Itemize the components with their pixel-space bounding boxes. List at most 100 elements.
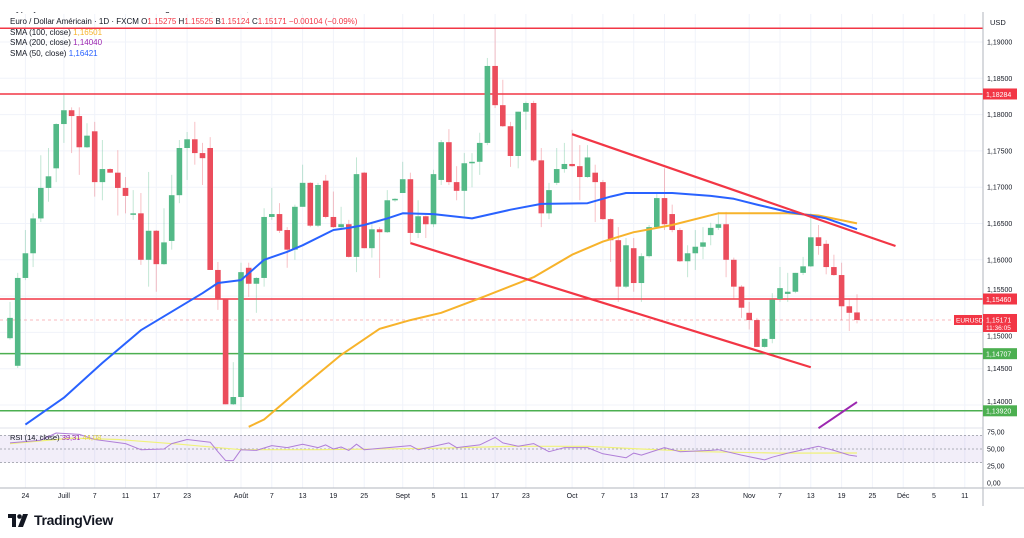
candle [30, 213, 36, 268]
candle-body [469, 161, 475, 164]
candle-body [707, 227, 714, 236]
candle [854, 294, 860, 324]
candle [538, 147, 545, 228]
rsi-legend-label: RSI (14, close) [10, 433, 62, 442]
candle [561, 142, 568, 173]
high-label: H [178, 17, 185, 26]
candle [68, 107, 75, 154]
rsi-ma-line [9, 437, 858, 454]
candle-body [184, 139, 190, 148]
symbol-legend[interactable]: Euro / Dollar Américain · 1D · FXCM O1.1… [10, 17, 357, 28]
candle-body [153, 230, 160, 265]
candle-body [415, 216, 421, 233]
candle [623, 238, 629, 289]
candle-body [68, 110, 75, 117]
candle-body [854, 312, 860, 320]
candle-body [661, 198, 668, 225]
symbol-badge [954, 314, 982, 325]
price-chart[interactable]: USD 1,19000 1,18500 1,18000 1,17500 1,17000 1,… [0, 0, 1024, 510]
candle [76, 107, 83, 175]
indicator-legend-sma200[interactable]: SMA (200, close) 1,14040 [10, 38, 357, 49]
candle [677, 227, 683, 262]
sma50-line [24, 192, 858, 426]
candle-body [654, 198, 660, 228]
candle-body [130, 213, 136, 215]
time-tick-label: Août [234, 493, 248, 500]
candle [569, 129, 575, 167]
candle-body [592, 172, 598, 183]
candle-body [315, 185, 321, 226]
price-tick-label: 1,14000 [987, 399, 1012, 406]
candle [523, 101, 529, 130]
rsi-legend-value: 39,31 [62, 433, 83, 442]
candle-body [369, 229, 375, 249]
sma100-line [248, 212, 858, 428]
candle-body [669, 214, 675, 231]
candle-body [192, 139, 198, 154]
time-tick-label: 23 [691, 493, 699, 500]
candle-body [215, 269, 221, 300]
indicator-legend-sma100[interactable]: SMA (100, close) 1,16501 [10, 28, 357, 39]
candle-body [792, 272, 799, 292]
open-label: O [141, 17, 148, 26]
high-value: 1.15525 [184, 17, 214, 26]
price-level-badge [983, 293, 1017, 305]
time-tick-label: 7 [93, 493, 97, 500]
candle [384, 190, 391, 233]
candle-body [322, 180, 329, 217]
rsi-line [9, 432, 858, 462]
candle-body [584, 157, 591, 178]
candle-body [754, 320, 760, 347]
candle [723, 211, 729, 278]
candle [7, 301, 13, 340]
time-tick-label: 19 [330, 493, 338, 500]
candle [800, 256, 806, 276]
candle-body [115, 172, 121, 188]
price-level-badge-label: 1,15460 [986, 297, 1011, 304]
candle-body [207, 147, 213, 270]
candle-body [623, 245, 629, 287]
candle [14, 272, 21, 368]
candle [361, 171, 367, 249]
candle [138, 193, 144, 265]
candle [461, 153, 468, 217]
time-tick-label: 13 [630, 493, 638, 500]
last-price-label: 1,15171 [986, 317, 1011, 324]
candle [769, 293, 776, 344]
candle [292, 204, 298, 260]
candle-body [7, 317, 13, 339]
candle [122, 177, 129, 214]
candle-body [238, 272, 244, 398]
candle-body [61, 110, 67, 125]
price-tick-label: 1,17500 [987, 148, 1012, 155]
candle [261, 208, 267, 287]
indicator-value: 1,14040 [73, 38, 103, 47]
candle [507, 121, 514, 167]
candle [808, 213, 814, 268]
time-tick-label: Sept [395, 493, 409, 500]
candle-body [461, 163, 468, 191]
candle-body [515, 111, 521, 156]
candle-body [646, 227, 652, 257]
candle-body [176, 147, 183, 196]
candle [192, 121, 198, 165]
close-label: C [251, 17, 258, 26]
candle [584, 145, 591, 178]
candle [784, 272, 791, 302]
countdown-label: 11:36:05 [986, 325, 1011, 332]
candle-body [76, 116, 83, 148]
low-label: B [215, 17, 221, 26]
candle [530, 100, 537, 162]
candle [615, 227, 622, 302]
candle-body [746, 312, 752, 321]
candle [153, 230, 160, 292]
indicator-legend-sma50[interactable]: SMA (50, close) 1,16421 [10, 49, 357, 60]
candle-body [476, 142, 483, 162]
tradingview-logo[interactable]: TradingView [8, 512, 113, 528]
candle-body [784, 291, 791, 294]
time-tick-label: 7 [778, 493, 782, 500]
time-tick-label: Déc [897, 493, 910, 500]
candle [392, 198, 398, 202]
time-tick-label: 25 [360, 493, 368, 500]
candle-body [492, 65, 498, 106]
